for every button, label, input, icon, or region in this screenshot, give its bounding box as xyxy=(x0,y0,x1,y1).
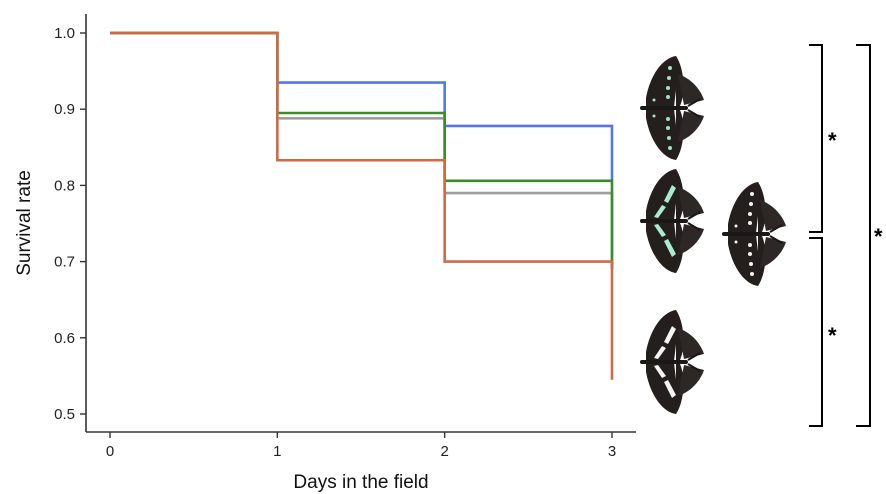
y-tick-label: 1.0 xyxy=(54,25,75,42)
x-tick-label: 0 xyxy=(106,443,114,460)
significance-label-3: * xyxy=(874,224,883,249)
bracket-top-middle xyxy=(809,44,823,233)
butterfly-green-band-icon xyxy=(639,168,705,274)
y-tick-label: 0.7 xyxy=(54,254,75,271)
survival-series-1 xyxy=(110,31,614,181)
x-axis-label: Days in the field xyxy=(293,472,428,493)
y-axis-ticks: 0.5 0.6 0.7 0.8 0.9 1.0 xyxy=(54,25,86,423)
x-tick-label: 3 xyxy=(608,443,616,460)
y-tick-label: 0.9 xyxy=(54,101,75,118)
x-tick-label: 2 xyxy=(440,443,448,460)
significance-label-2: * xyxy=(828,323,837,348)
y-tick-label: 0.8 xyxy=(54,177,75,194)
significance-brackets xyxy=(809,44,871,427)
survival-series-4 xyxy=(110,31,614,380)
significance-label-1: * xyxy=(828,128,837,153)
y-tick-label: 0.6 xyxy=(54,330,75,347)
survival-series xyxy=(110,31,614,380)
y-axis-label: Survival rate xyxy=(14,170,35,276)
butterfly-white-spots-icon xyxy=(721,181,787,287)
axes xyxy=(85,14,636,433)
survival-series-3 xyxy=(110,31,614,270)
butterfly-white-band-icon xyxy=(639,309,705,415)
y-tick-label: 0.5 xyxy=(54,406,75,423)
butterfly-green-spots-icon xyxy=(639,55,705,161)
x-tick-label: 1 xyxy=(273,443,281,460)
bracket-top-bottom xyxy=(856,44,871,427)
x-axis-ticks: 0 1 2 3 xyxy=(106,432,616,460)
bracket-middle-bottom xyxy=(809,237,823,427)
survival-series-2 xyxy=(110,31,614,270)
